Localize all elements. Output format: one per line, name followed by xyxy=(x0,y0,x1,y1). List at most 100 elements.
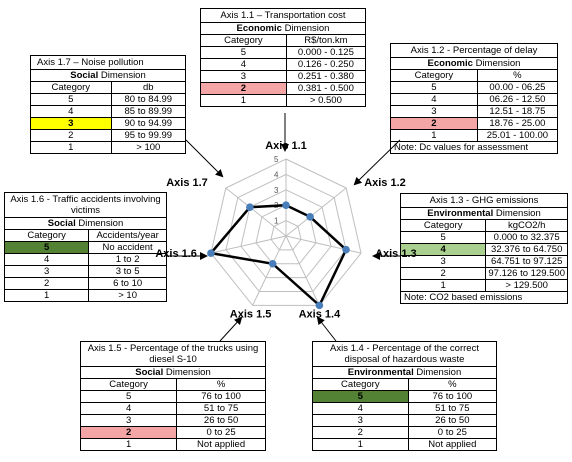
range-cell: 0.251 - 0.380 xyxy=(286,70,365,83)
table-header-row: Category R$/ton.km xyxy=(201,34,365,47)
range-cell: 95 to 99.99 xyxy=(111,129,185,142)
range-cell: 0 to 25 xyxy=(408,426,496,439)
range-cell: 64.751 to 97.125 xyxy=(485,255,567,268)
header-category: Category xyxy=(5,229,90,242)
category-cell: 5 xyxy=(31,93,112,106)
axis-1-3-table: Axis 1.3 - GHG emissions Environmental D… xyxy=(400,193,568,304)
series-point xyxy=(207,249,215,257)
arrow-axis-1-4 xyxy=(316,316,337,342)
range-cell: 0.000 - 0.125 xyxy=(286,46,365,59)
grid-spoke xyxy=(285,235,320,306)
range-cell: 76 to 100 xyxy=(408,390,496,403)
category-cell: 3 xyxy=(31,117,112,130)
axis-1-6-category-table: Category Accidents/year 5 No accident 4 1 to … xyxy=(5,229,166,301)
axis-1-5-dimension: Social Dimension xyxy=(81,366,265,378)
category-cell: 4 xyxy=(81,402,178,415)
header-category: Category xyxy=(401,219,487,232)
table-row: 1 Not applied xyxy=(313,438,496,450)
range-cell: 32.376 to 64.750 xyxy=(485,243,567,256)
range-cell: > 100 xyxy=(111,141,185,153)
table-row: 1 > 129.500 xyxy=(401,279,567,291)
grid-spoke xyxy=(225,187,287,237)
range-cell: 51 to 75 xyxy=(408,402,496,415)
series-point xyxy=(306,212,314,221)
range-cell: No accident xyxy=(88,241,166,254)
axis-1-1-dimension-suffix: Dimension xyxy=(281,23,330,34)
table-row: 5 80 to 84.99 xyxy=(31,93,185,106)
table-row: 5 76 to 100 xyxy=(81,390,265,403)
category-cell: 4 xyxy=(313,402,409,415)
category-cell: 3 xyxy=(201,70,287,83)
range-cell: 6 to 10 xyxy=(88,277,166,290)
grid-ring xyxy=(270,220,302,251)
axis-1-7-dimension: Social Dimension xyxy=(31,69,185,81)
table-row: 3 26 to 50 xyxy=(313,414,496,427)
range-cell: 85 to 89.99 xyxy=(111,105,185,118)
range-cell: 76 to 100 xyxy=(176,390,265,403)
axis-1-5-category-table: Category% 5 76 to 100 4 51 to 75 3 26 to 50 2 0 … xyxy=(81,378,265,450)
category-cell: 1 xyxy=(5,289,90,301)
axis-1-3-title: Axis 1.3 - GHG emissions xyxy=(429,195,539,206)
header-range: kgCO2/h xyxy=(485,219,567,232)
series-point xyxy=(268,259,277,268)
scale-label: 1 xyxy=(274,217,279,226)
axis-1-6-dimension-suffix: Dimension xyxy=(75,218,124,229)
table-header-row: Category% xyxy=(391,69,557,82)
table-header-row: Category db xyxy=(31,81,185,94)
series-point xyxy=(342,245,350,254)
axis-1-1-title: Axis 1.1 – Transportation cost xyxy=(220,10,346,21)
category-cell: 1 xyxy=(31,141,112,153)
category-cell: 1 xyxy=(401,279,487,291)
table-row: 3 26 to 50 xyxy=(81,414,265,427)
axis-label: Axis 1.6 xyxy=(155,248,197,260)
category-cell: 3 xyxy=(313,414,409,427)
range-cell: 90 to 94.99 xyxy=(111,117,185,130)
category-cell: 3 xyxy=(81,414,178,427)
table-row: 2 97.126 to 129.500 xyxy=(401,267,567,280)
range-cell: 18.76 - 25.00 xyxy=(477,117,557,130)
axis-1-4-title: Axis 1.4 - Percentage of the correct dis… xyxy=(330,343,479,365)
category-cell: 5 xyxy=(401,231,487,244)
table-row: 4 85 to 89.99 xyxy=(31,105,185,118)
header-category: Category xyxy=(391,69,478,82)
series-point xyxy=(315,301,324,310)
category-cell: 4 xyxy=(201,58,287,71)
range-cell: > 10 xyxy=(88,289,166,301)
axis-1-2-dimension-name: Economic xyxy=(427,58,473,69)
category-cell: 5 xyxy=(201,46,287,59)
axis-1-6-title: Axis 1.6 - Traffic accidents involving v… xyxy=(10,194,161,216)
axis-1-2-table: Axis 1.2 - Percentage of delay Economic … xyxy=(390,43,558,154)
table-row: 4 32.376 to 64.750 xyxy=(401,243,567,256)
grid-ring xyxy=(240,189,332,279)
series-line xyxy=(208,203,348,308)
table-row: 5 No accident xyxy=(5,241,166,254)
header-range: % xyxy=(176,378,265,391)
header-category: Category xyxy=(31,81,112,94)
range-cell: 51 to 75 xyxy=(176,402,265,415)
arrow-axis-1-5 xyxy=(219,316,243,342)
scale-label: 3 xyxy=(274,186,279,195)
axis-1-5-title: Axis 1.5 - Percentage of the trucks usin… xyxy=(87,343,259,365)
axis-1-4-dimension: Environmental Dimension xyxy=(313,366,496,378)
axis-1-4-category-table: Category% 5 76 to 100 4 51 to 75 3 26 to 50 2 0 … xyxy=(313,378,496,450)
connector-arrows xyxy=(167,113,401,342)
category-cell: 5 xyxy=(5,241,90,254)
table-row: 5 76 to 100 xyxy=(313,390,496,403)
table-row: 2 95 to 99.99 xyxy=(31,129,185,142)
range-cell: Not applied xyxy=(408,438,496,450)
grid-spoke xyxy=(210,235,287,254)
header-category: Category xyxy=(313,378,409,391)
axis-1-7-dimension-name: Social xyxy=(70,70,99,81)
category-cell: 2 xyxy=(313,426,409,439)
range-cell: 80 to 84.99 xyxy=(111,93,185,106)
scale-label: 5 xyxy=(274,155,279,164)
axis-1-3-dimension-name: Environmental xyxy=(427,208,494,219)
axis-1-7-title: Axis 1.7 – Noise pollution xyxy=(37,57,144,68)
range-cell: > 0.500 xyxy=(286,94,365,106)
header-category: Category xyxy=(201,34,287,47)
axis-1-4-dimension-suffix: Dimension xyxy=(413,367,462,378)
range-cell: 0.381 - 0.500 xyxy=(286,82,365,95)
axis-1-1-dimension: Economic Dimension xyxy=(201,22,365,34)
